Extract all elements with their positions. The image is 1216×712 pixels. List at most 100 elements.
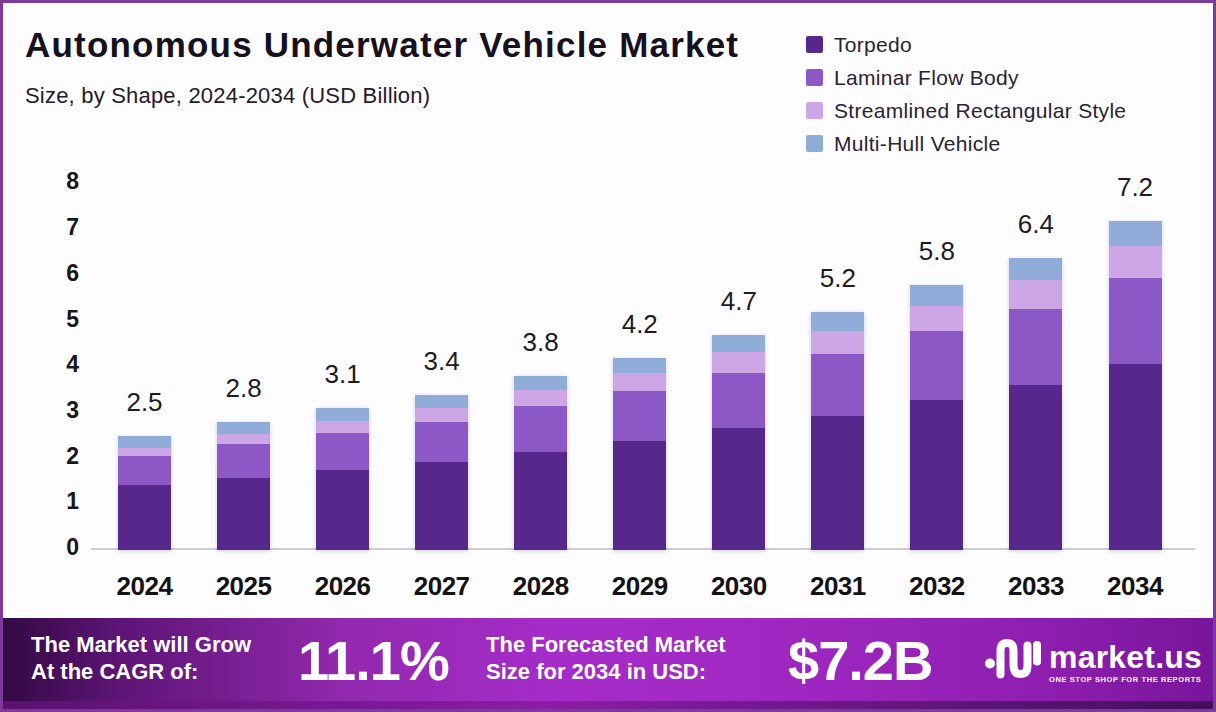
bar-segment xyxy=(118,448,171,456)
cagr-label: The Market will Grow At the CAGR of: xyxy=(31,631,251,685)
bar-segment xyxy=(514,376,567,390)
x-axis-tick-label: 2030 xyxy=(694,571,784,602)
bar-segment xyxy=(811,354,864,416)
y-axis-tick-label: 5 xyxy=(39,308,79,331)
brand-name: market.us xyxy=(1049,640,1202,674)
bar-segment xyxy=(613,373,666,391)
y-axis-tick-label: 4 xyxy=(39,353,79,376)
marketus-logo-icon xyxy=(985,638,1042,680)
legend-item: Multi-Hull Vehicle xyxy=(806,127,1126,160)
bar-2025 xyxy=(217,422,270,550)
legend-swatch xyxy=(806,102,823,119)
bar-2030 xyxy=(712,335,765,550)
y-axis-tick-label: 2 xyxy=(39,445,79,468)
bar-segment xyxy=(316,470,369,550)
page-subtitle: Size, by Shape, 2024-2034 (USD Billion) xyxy=(25,83,430,109)
brand-tagline: ONE STOP SHOP FOR THE REPORTS xyxy=(1049,675,1202,684)
bar-value-label: 3.8 xyxy=(496,329,586,355)
bar-segment xyxy=(811,416,864,550)
legend-swatch xyxy=(806,69,823,86)
bar-value-label: 4.7 xyxy=(694,288,784,314)
bar-segment xyxy=(118,485,171,550)
legend-item: Torpedo xyxy=(806,28,1126,61)
legend-label: Streamlined Rectangular Style xyxy=(834,99,1126,123)
bar-segment xyxy=(415,462,468,550)
bar-segment xyxy=(910,285,963,306)
bar-segment xyxy=(316,408,369,420)
page-title: Autonomous Underwater Vehicle Market xyxy=(25,25,739,65)
x-axis-tick-label: 2032 xyxy=(892,571,982,602)
bar-2034 xyxy=(1109,221,1162,550)
bar-segment xyxy=(1009,385,1062,550)
bar-2026 xyxy=(316,408,369,550)
bar-segment xyxy=(118,436,171,448)
bar-segment xyxy=(910,306,963,332)
bar-segment xyxy=(1109,364,1162,550)
cagr-value: 11.1% xyxy=(298,628,449,693)
legend-swatch xyxy=(806,36,823,53)
bar-value-label: 3.1 xyxy=(298,361,388,387)
bar-2028 xyxy=(514,376,567,550)
bar-segment xyxy=(613,441,666,550)
bar-segment xyxy=(613,391,666,441)
x-axis-tick-label: 2026 xyxy=(298,571,388,602)
x-axis-tick-label: 2031 xyxy=(793,571,883,602)
bar-segment xyxy=(217,434,270,444)
y-axis-tick-label: 8 xyxy=(39,170,79,193)
bar-segment xyxy=(910,331,963,400)
x-axis-tick-label: 2028 xyxy=(496,571,586,602)
y-axis-tick-label: 6 xyxy=(39,262,79,285)
x-axis-tick-label: 2027 xyxy=(397,571,487,602)
bar-segment xyxy=(118,456,171,485)
bar-segment xyxy=(415,408,468,422)
legend-item: Laminar Flow Body xyxy=(806,61,1126,94)
bar-value-label: 7.2 xyxy=(1090,174,1180,200)
bar-segment xyxy=(415,422,468,463)
bar-segment xyxy=(1009,309,1062,385)
bar-segment xyxy=(514,406,567,452)
bar-2027 xyxy=(415,395,468,550)
bar-value-label: 5.2 xyxy=(793,265,883,291)
y-axis-tick-label: 7 xyxy=(39,216,79,239)
bar-segment xyxy=(712,373,765,429)
bar-segment xyxy=(811,331,864,354)
bar-segment xyxy=(415,395,468,408)
bar-segment xyxy=(1009,280,1062,308)
bar-2031 xyxy=(811,312,864,550)
bar-segment xyxy=(613,358,666,373)
bar-segment xyxy=(316,433,369,470)
footer-banner: The Market will Grow At the CAGR of: 11.… xyxy=(3,618,1216,701)
bar-segment xyxy=(217,422,270,434)
bar-segment xyxy=(1109,246,1162,278)
bar-value-label: 4.2 xyxy=(595,311,685,337)
bar-value-label: 5.8 xyxy=(892,238,982,264)
bar-segment xyxy=(1109,221,1162,246)
bar-segment xyxy=(712,352,765,373)
bar-value-label: 2.5 xyxy=(100,389,190,415)
x-axis-tick-label: 2033 xyxy=(991,571,1081,602)
infographic-page: Autonomous Underwater Vehicle Market Siz… xyxy=(0,0,1216,712)
bar-value-label: 6.4 xyxy=(991,211,1081,237)
legend-swatch xyxy=(806,135,823,152)
bar-segment xyxy=(316,421,369,433)
bar-2033 xyxy=(1009,258,1062,550)
bar-segment xyxy=(811,312,864,331)
bar-segment xyxy=(217,478,270,550)
bar-segment xyxy=(514,390,567,406)
bar-segment xyxy=(217,444,270,478)
bar-segment xyxy=(712,428,765,550)
x-axis-tick-label: 2024 xyxy=(100,571,190,602)
legend-label: Laminar Flow Body xyxy=(834,66,1019,90)
forecast-value: $7.2B xyxy=(788,628,932,693)
bar-2024 xyxy=(118,436,171,550)
legend-item: Streamlined Rectangular Style xyxy=(806,94,1126,127)
bar-segment xyxy=(514,452,567,550)
bar-2032 xyxy=(910,285,963,550)
bar-value-label: 2.8 xyxy=(199,375,289,401)
bottom-strip xyxy=(3,701,1216,709)
bar-segment xyxy=(910,400,963,550)
bar-segment xyxy=(1109,278,1162,364)
legend-label: Torpedo xyxy=(834,33,912,57)
x-axis-tick-label: 2034 xyxy=(1090,571,1180,602)
x-axis-tick-label: 2025 xyxy=(199,571,289,602)
